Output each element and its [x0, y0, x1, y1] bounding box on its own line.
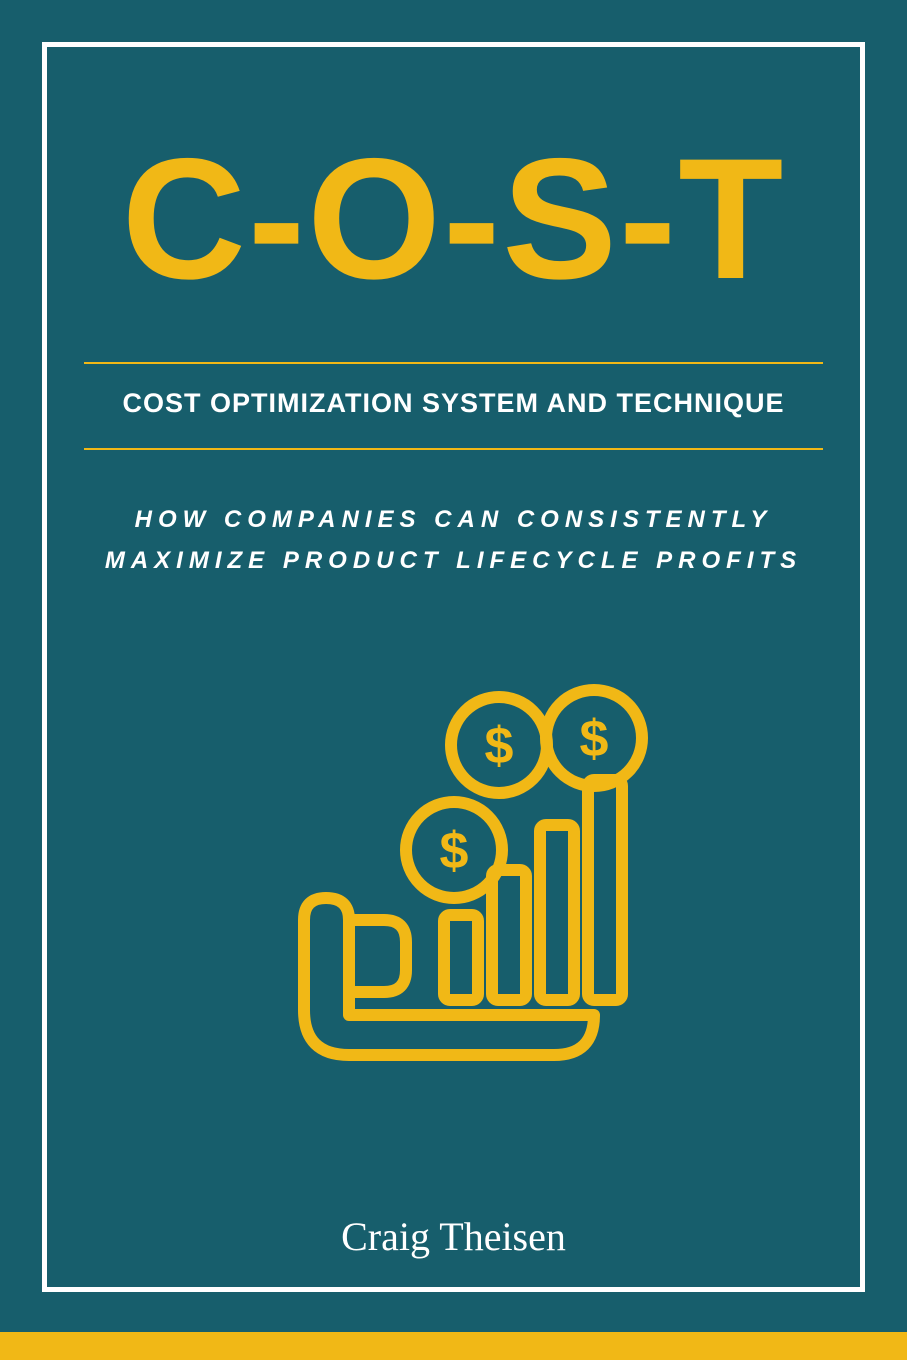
- svg-text:$: $: [439, 822, 468, 880]
- author-name: Craig Theisen: [0, 1213, 907, 1260]
- svg-text:$: $: [579, 710, 608, 768]
- book-cover: C-O-S-T COST OPTIMIZATION SYSTEM AND TEC…: [0, 0, 907, 1360]
- bottom-stripe: [0, 1332, 907, 1360]
- tagline: HOW COMPANIES CAN CONSISTENTLY MAXIMIZE …: [90, 500, 817, 582]
- svg-text:$: $: [484, 717, 513, 775]
- divider-bottom: [84, 448, 823, 450]
- subtitle: COST OPTIMIZATION SYSTEM AND TECHNIQUE: [0, 388, 907, 419]
- graphic-area: $ $ $: [0, 660, 907, 1100]
- main-title: C-O-S-T: [0, 120, 907, 318]
- hand-chart-coins-icon: $ $ $: [234, 660, 674, 1100]
- divider-top: [84, 362, 823, 364]
